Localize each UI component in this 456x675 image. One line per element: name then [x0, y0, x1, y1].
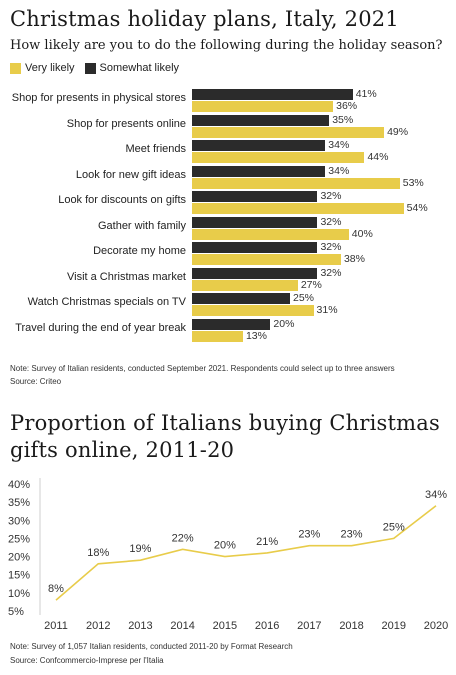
value-label-somewhat-likely: 32% [320, 266, 342, 279]
category-label: Visit a Christmas market [67, 270, 186, 283]
bar-very-likely [192, 279, 298, 291]
bar-very-likely [192, 203, 404, 214]
x-tick-label: 2018 [339, 620, 363, 632]
value-label-somewhat-likely: 25% [293, 292, 315, 304]
y-tick-label: 5% [8, 606, 24, 618]
data-label: 20% [214, 540, 236, 552]
value-label-very-likely: 13% [245, 329, 267, 342]
x-tick-label: 2015 [213, 620, 237, 632]
y-tick-label: 15% [8, 570, 30, 582]
category-label: Shop for presents online [66, 117, 186, 130]
value-label-very-likely: 49% [387, 125, 409, 138]
bar-very-likely [192, 305, 314, 316]
value-label-somewhat-likely: 32% [320, 190, 342, 202]
value-label-very-likely: 31% [316, 304, 338, 316]
value-label-very-likely: 40% [351, 227, 373, 240]
chart1-legend: Very likely Somewhat likely [10, 62, 189, 74]
x-tick-label: 2019 [382, 620, 406, 632]
chart1-note: Note: Survey of Italian residents, condu… [10, 364, 395, 373]
legend-swatch-somewhat-likely [84, 62, 96, 74]
value-label-somewhat-likely: 35% [332, 113, 354, 126]
bar-somewhat-likely [192, 140, 326, 151]
y-tick-label: 20% [8, 552, 30, 564]
line-chart: 5% 10% 15% 20% 25% 30% 35% 40% 2011 2012 2013 2014 2… [8, 478, 448, 632]
x-tick-label: 2011 [44, 620, 68, 632]
y-tick-label: 10% [8, 588, 30, 600]
legend-label-very-likely: Very likely [25, 62, 75, 74]
x-tick-label: 2014 [170, 620, 194, 632]
data-label: 34% [425, 489, 447, 501]
value-label-very-likely: 54% [406, 202, 428, 214]
legend-item-very-likely: Very likely [10, 62, 75, 74]
value-label-somewhat-likely: 20% [273, 317, 295, 330]
x-tick-label: 2020 [424, 620, 448, 632]
bar-somewhat-likely [192, 242, 318, 253]
bar-somewhat-likely [192, 165, 326, 177]
legend-swatch-very-likely [10, 62, 21, 74]
bar-very-likely [192, 177, 400, 189]
category-label: Decorate my home [93, 245, 186, 257]
category-label: Shop for presents in physical stores [11, 92, 186, 104]
value-label-somewhat-likely: 34% [328, 139, 350, 151]
bar-very-likely [192, 126, 385, 138]
bar-somewhat-likely [192, 114, 330, 126]
series-line [55, 505, 437, 601]
value-label-very-likely: 36% [336, 100, 358, 112]
y-tick-label: 30% [8, 515, 30, 527]
value-label-very-likely: 44% [367, 151, 389, 163]
bar-somewhat-likely [192, 89, 353, 100]
bar-somewhat-likely [192, 318, 271, 330]
chart1-subtitle: How likely are you to do the following d… [10, 38, 443, 53]
y-tick-label: 40% [8, 479, 30, 491]
bar-very-likely [192, 254, 341, 265]
y-tick-label: 35% [8, 497, 30, 509]
data-label: 23% [341, 529, 363, 541]
x-tick-label: 2012 [86, 620, 110, 632]
x-tick-label: 2016 [255, 620, 279, 632]
x-tick-label: 2017 [297, 620, 321, 632]
chart1-source: Source: Criteo [10, 377, 62, 386]
bar-very-likely [192, 228, 349, 240]
value-label-very-likely: 38% [343, 253, 365, 265]
data-label: 18% [87, 547, 109, 559]
value-label-very-likely: 27% [300, 278, 322, 291]
data-label: 25% [383, 521, 405, 533]
category-label: Meet friends [125, 143, 186, 155]
data-label: 22% [172, 532, 194, 544]
chart2-note: Note: Survey of 1,057 Italian residents,… [10, 642, 293, 651]
data-label: 19% [129, 543, 151, 555]
data-label: 23% [298, 529, 320, 541]
legend-item-somewhat-likely: Somewhat likely [84, 62, 180, 74]
value-label-somewhat-likely: 32% [320, 215, 342, 228]
value-label-somewhat-likely: 41% [355, 88, 377, 100]
bar-very-likely [192, 152, 365, 163]
data-label: 21% [256, 536, 278, 548]
x-tick-label: 2013 [128, 620, 152, 632]
bar-somewhat-likely [192, 293, 290, 304]
category-label: Gather with family [97, 219, 186, 232]
category-label: Watch Christmas specials on TV [27, 296, 186, 308]
bar-very-likely [192, 330, 243, 342]
value-label-somewhat-likely: 34% [328, 164, 350, 177]
chart2-source: Source: Confcommercio-Imprese per l'Ital… [10, 656, 164, 665]
category-label: Look for new gift ideas [75, 168, 186, 181]
chart2-title-line2: gifts online, 2011-20 [10, 438, 235, 462]
data-label: 8% [48, 583, 64, 595]
category-label: Travel during the end of year break [15, 321, 186, 334]
bar-somewhat-likely [192, 267, 318, 279]
y-tick-label: 25% [8, 533, 30, 545]
chart1-title: Christmas holiday plans, Italy, 2021 [10, 7, 399, 31]
value-label-somewhat-likely: 32% [320, 241, 342, 253]
chart2-title-line1: Proportion of Italians buying Christmas [10, 411, 440, 435]
value-label-very-likely: 53% [402, 176, 424, 189]
bar-somewhat-likely [192, 216, 318, 228]
bar-somewhat-likely [192, 191, 318, 202]
legend-label-somewhat-likely: Somewhat likely [99, 62, 180, 74]
category-label: Look for discounts on gifts [58, 194, 186, 206]
bar-very-likely [192, 101, 334, 112]
